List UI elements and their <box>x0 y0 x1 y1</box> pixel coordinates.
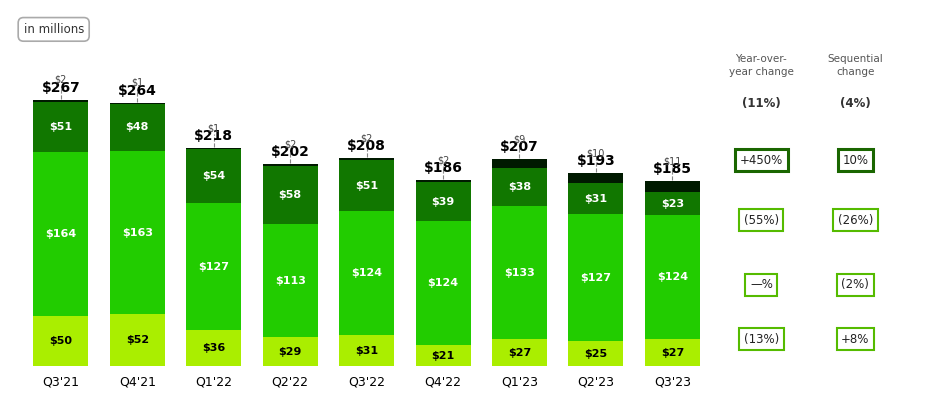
Text: $23: $23 <box>661 199 684 209</box>
Bar <box>339 158 394 161</box>
Text: +450%: +450% <box>740 154 783 167</box>
Bar <box>339 161 394 211</box>
Bar <box>415 345 471 366</box>
Bar <box>186 149 242 203</box>
Text: $2: $2 <box>55 74 67 84</box>
Text: —%: —% <box>750 278 773 292</box>
Text: $2: $2 <box>360 134 373 144</box>
Bar <box>645 181 700 192</box>
Bar <box>415 182 471 221</box>
Text: $202: $202 <box>271 146 309 159</box>
Text: $163: $163 <box>122 228 153 238</box>
Bar <box>492 206 547 339</box>
Bar <box>33 316 88 366</box>
Text: $29: $29 <box>278 347 302 357</box>
Bar <box>186 203 242 330</box>
Text: Sequential
change: Sequential change <box>827 54 884 77</box>
Text: $38: $38 <box>508 182 531 192</box>
Bar <box>415 181 471 182</box>
Bar <box>569 173 623 183</box>
Text: (13%): (13%) <box>744 332 779 346</box>
Bar <box>339 335 394 366</box>
Bar <box>645 192 700 215</box>
Bar <box>492 339 547 366</box>
Text: $21: $21 <box>431 351 455 361</box>
Text: $124: $124 <box>351 268 383 278</box>
Text: $31: $31 <box>355 346 378 356</box>
Bar <box>110 151 164 314</box>
Text: $133: $133 <box>504 268 535 278</box>
Bar <box>492 168 547 206</box>
Bar <box>33 152 88 316</box>
Text: $267: $267 <box>41 81 80 94</box>
Bar <box>110 104 164 151</box>
Bar <box>110 314 164 366</box>
Bar <box>492 159 547 168</box>
Text: $193: $193 <box>576 154 616 168</box>
Text: $185: $185 <box>653 162 692 176</box>
Bar <box>262 166 318 224</box>
Text: $39: $39 <box>431 197 455 207</box>
Text: $36: $36 <box>202 343 226 353</box>
Text: (26%): (26%) <box>838 214 873 227</box>
Text: $208: $208 <box>347 139 386 154</box>
Bar <box>415 221 471 345</box>
Bar <box>569 183 623 214</box>
Text: $50: $50 <box>49 336 72 346</box>
Bar <box>645 215 700 339</box>
Text: $27: $27 <box>661 348 684 358</box>
Text: $51: $51 <box>355 181 378 191</box>
Text: in millions: in millions <box>24 23 84 36</box>
Text: $31: $31 <box>585 194 607 204</box>
Text: $52: $52 <box>126 335 149 345</box>
Bar <box>262 164 318 166</box>
Text: $10: $10 <box>587 149 605 158</box>
Text: $124: $124 <box>428 278 459 288</box>
Text: Year-over-
year change: Year-over- year change <box>728 54 794 77</box>
Text: $186: $186 <box>424 161 462 176</box>
Bar <box>186 330 242 366</box>
Bar <box>262 337 318 366</box>
Text: $1: $1 <box>132 77 144 87</box>
Text: (4%): (4%) <box>840 97 870 111</box>
Bar <box>33 102 88 152</box>
Text: $11: $11 <box>664 156 682 166</box>
Bar <box>110 102 164 104</box>
Text: (55%): (55%) <box>744 214 779 227</box>
Text: $207: $207 <box>500 141 539 154</box>
Bar <box>33 99 88 102</box>
Text: $27: $27 <box>508 348 531 358</box>
Text: $164: $164 <box>45 229 76 239</box>
Text: $1: $1 <box>208 124 220 134</box>
Text: (11%): (11%) <box>742 97 781 111</box>
Text: (2%): (2%) <box>841 278 870 292</box>
Text: $127: $127 <box>198 262 229 272</box>
Text: $9: $9 <box>513 134 525 144</box>
Bar <box>262 224 318 337</box>
Bar <box>645 339 700 366</box>
Text: +8%: +8% <box>841 332 870 346</box>
Text: $2: $2 <box>437 156 449 166</box>
Text: $58: $58 <box>278 191 302 201</box>
Text: $113: $113 <box>274 276 306 286</box>
Bar <box>339 211 394 335</box>
Text: $127: $127 <box>580 273 611 283</box>
Text: $2: $2 <box>284 139 296 149</box>
Bar <box>569 214 623 341</box>
Text: $124: $124 <box>657 272 688 282</box>
Text: $48: $48 <box>126 122 149 132</box>
Text: $218: $218 <box>195 129 233 144</box>
Bar <box>569 341 623 366</box>
Text: 10%: 10% <box>842 154 869 167</box>
Text: $25: $25 <box>585 349 607 359</box>
Text: $264: $264 <box>118 84 157 97</box>
Text: $51: $51 <box>49 122 72 132</box>
Text: $54: $54 <box>202 171 226 181</box>
